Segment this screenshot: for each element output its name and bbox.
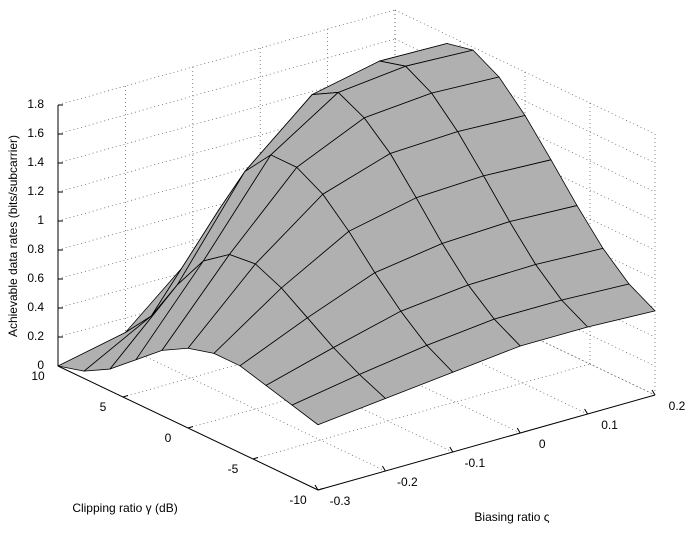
tick-mark bbox=[651, 389, 656, 396]
tick-mark bbox=[449, 446, 454, 453]
x-tick-label: -0.3 bbox=[330, 494, 351, 508]
z-tick-label: 0.8 bbox=[27, 242, 44, 256]
grid-line bbox=[125, 346, 386, 472]
z-tick-label: 1.8 bbox=[27, 97, 44, 111]
z-tick-label: 1.4 bbox=[27, 155, 44, 169]
x-tick-label: 0.1 bbox=[601, 418, 618, 432]
z-tick-label: 1.6 bbox=[27, 126, 44, 140]
y-tick-label: -5 bbox=[228, 462, 239, 476]
z-tick-label: 0.4 bbox=[27, 300, 44, 314]
tick-mark bbox=[584, 408, 589, 415]
y-axis-label: Clipping ratio γ (dB) bbox=[72, 501, 177, 515]
x-tick-label: -0.2 bbox=[397, 475, 418, 489]
x-axis-label: Biasing ratio ς bbox=[474, 510, 549, 524]
surface-patch bbox=[291, 374, 386, 426]
z-axis-label: Achievable data rates (bits/subcarrier) bbox=[6, 135, 20, 337]
tick-mark bbox=[381, 465, 386, 472]
y-tick-label: 10 bbox=[31, 369, 45, 383]
tick-mark bbox=[516, 427, 521, 434]
tick-mark bbox=[187, 426, 194, 429]
z-tick-label: 0 bbox=[37, 358, 44, 372]
x-tick-label: 0.2 bbox=[669, 399, 686, 413]
x-tick-label: -0.1 bbox=[464, 456, 485, 470]
z-tick-label: 1 bbox=[37, 213, 44, 227]
x-tick-label: 0 bbox=[539, 437, 546, 451]
z-tick-label: 0.2 bbox=[27, 329, 44, 343]
tick-mark bbox=[122, 395, 129, 398]
y-tick-label: 5 bbox=[100, 400, 107, 414]
tick-mark bbox=[252, 457, 259, 460]
y-tick-label: -10 bbox=[289, 493, 307, 507]
z-tick-label: 0.6 bbox=[27, 271, 44, 285]
axis-line bbox=[317, 394, 656, 491]
z-tick-label: 1.2 bbox=[27, 184, 44, 198]
axis-line bbox=[57, 365, 319, 491]
tick-mark bbox=[314, 484, 319, 491]
y-tick-label: 0 bbox=[165, 431, 172, 445]
